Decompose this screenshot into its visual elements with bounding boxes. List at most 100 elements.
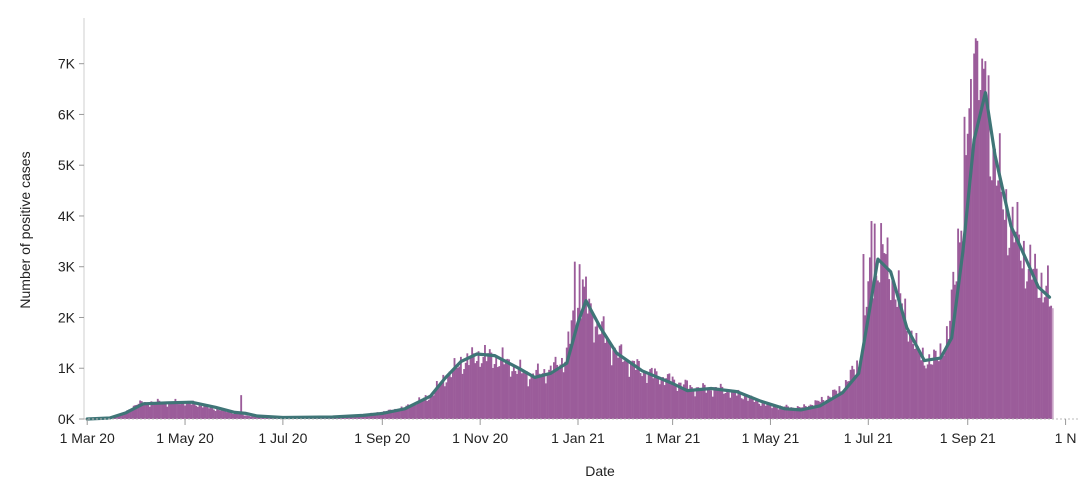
daily-bar bbox=[485, 361, 488, 419]
daily-bar bbox=[477, 351, 480, 419]
daily-bar bbox=[713, 387, 716, 419]
daily-bar bbox=[668, 373, 671, 419]
daily-bar bbox=[601, 321, 603, 419]
daily-bar bbox=[989, 176, 992, 419]
daily-bar bbox=[374, 413, 377, 419]
daily-bar bbox=[771, 408, 773, 419]
daily-bar bbox=[716, 387, 719, 419]
y-tick-label: 5K bbox=[58, 157, 76, 173]
daily-bar bbox=[833, 389, 836, 419]
daily-bar bbox=[867, 281, 870, 419]
daily-bar bbox=[208, 408, 211, 419]
daily-bar bbox=[859, 360, 862, 419]
daily-bar bbox=[535, 369, 538, 419]
daily-bar bbox=[245, 415, 247, 419]
daily-bar bbox=[721, 386, 724, 419]
daily-bar bbox=[602, 316, 605, 419]
daily-bar bbox=[942, 355, 945, 419]
daily-bar bbox=[1043, 297, 1046, 419]
daily-bar bbox=[918, 353, 921, 419]
daily-bar bbox=[381, 413, 384, 419]
daily-bar bbox=[1019, 260, 1022, 419]
daily-bar bbox=[572, 310, 575, 419]
daily-bar bbox=[695, 387, 698, 419]
daily-bar bbox=[527, 386, 530, 419]
daily-bar bbox=[569, 343, 571, 419]
daily-bar bbox=[816, 400, 818, 419]
daily-bar bbox=[233, 412, 236, 419]
daily-bar bbox=[508, 359, 510, 419]
daily-bar bbox=[511, 371, 514, 419]
daily-bar bbox=[947, 339, 950, 419]
daily-bar bbox=[681, 387, 684, 419]
daily-bar bbox=[788, 409, 791, 419]
daily-bar bbox=[893, 285, 895, 419]
daily-bar bbox=[809, 404, 812, 419]
daily-bar bbox=[665, 378, 668, 419]
daily-bar bbox=[785, 404, 788, 419]
daily-bar bbox=[923, 365, 926, 419]
daily-bar bbox=[132, 405, 135, 419]
daily-bar bbox=[488, 349, 491, 419]
daily-bar bbox=[597, 334, 600, 419]
daily-bar bbox=[868, 257, 871, 419]
daily-bar bbox=[992, 146, 995, 419]
daily-bar bbox=[666, 374, 669, 419]
daily-bar bbox=[402, 408, 405, 419]
daily-bar bbox=[949, 320, 952, 419]
daily-bar bbox=[881, 244, 884, 419]
daily-bar bbox=[596, 321, 599, 419]
daily-bar bbox=[965, 155, 968, 420]
daily-bar bbox=[660, 377, 663, 419]
daily-bar bbox=[204, 404, 207, 419]
daily-bar bbox=[119, 414, 122, 419]
daily-bar bbox=[443, 386, 446, 419]
daily-bar bbox=[386, 411, 389, 419]
daily-bar bbox=[830, 397, 833, 419]
daily-bar bbox=[690, 387, 693, 419]
daily-bar bbox=[708, 389, 711, 419]
daily-bar bbox=[421, 399, 424, 419]
x-tick-label: 1 Nov 20 bbox=[452, 430, 508, 446]
daily-bar bbox=[870, 221, 873, 419]
daily-bar bbox=[1008, 247, 1011, 419]
daily-bar bbox=[172, 403, 175, 419]
daily-bar bbox=[127, 409, 130, 419]
daily-bar bbox=[642, 372, 645, 419]
daily-bar bbox=[605, 336, 608, 419]
daily-bar bbox=[160, 404, 162, 419]
daily-bar bbox=[387, 409, 390, 419]
daily-bar bbox=[756, 401, 759, 419]
y-tick-label: 6K bbox=[58, 106, 76, 122]
daily-bar bbox=[678, 382, 680, 419]
daily-bar bbox=[366, 414, 369, 419]
daily-bar bbox=[974, 38, 977, 420]
daily-bar bbox=[188, 401, 191, 419]
rolling-average-line bbox=[85, 91, 1052, 421]
daily-bar bbox=[517, 367, 520, 419]
line-group bbox=[85, 91, 1052, 421]
daily-bar bbox=[729, 397, 732, 419]
daily-bar bbox=[953, 284, 956, 419]
x-tick-label: 1 May 21 bbox=[742, 430, 800, 446]
daily-bar bbox=[206, 405, 209, 419]
daily-bar bbox=[617, 357, 620, 419]
daily-bar bbox=[689, 385, 692, 419]
daily-bar bbox=[897, 270, 900, 419]
daily-bar bbox=[152, 401, 154, 419]
daily-bar bbox=[710, 390, 713, 419]
daily-bar bbox=[556, 364, 559, 419]
daily-bar bbox=[520, 373, 523, 419]
daily-bar bbox=[519, 359, 522, 419]
daily-bar bbox=[880, 223, 883, 419]
daily-bar bbox=[432, 395, 435, 419]
daily-bar bbox=[235, 413, 238, 419]
daily-bar bbox=[201, 407, 204, 419]
daily-bar bbox=[662, 377, 664, 419]
daily-bar bbox=[889, 300, 892, 419]
daily-bar bbox=[955, 281, 958, 419]
daily-bar bbox=[195, 405, 198, 419]
daily-bar bbox=[557, 369, 560, 419]
daily-bar bbox=[407, 404, 409, 419]
daily-bar bbox=[796, 406, 799, 419]
